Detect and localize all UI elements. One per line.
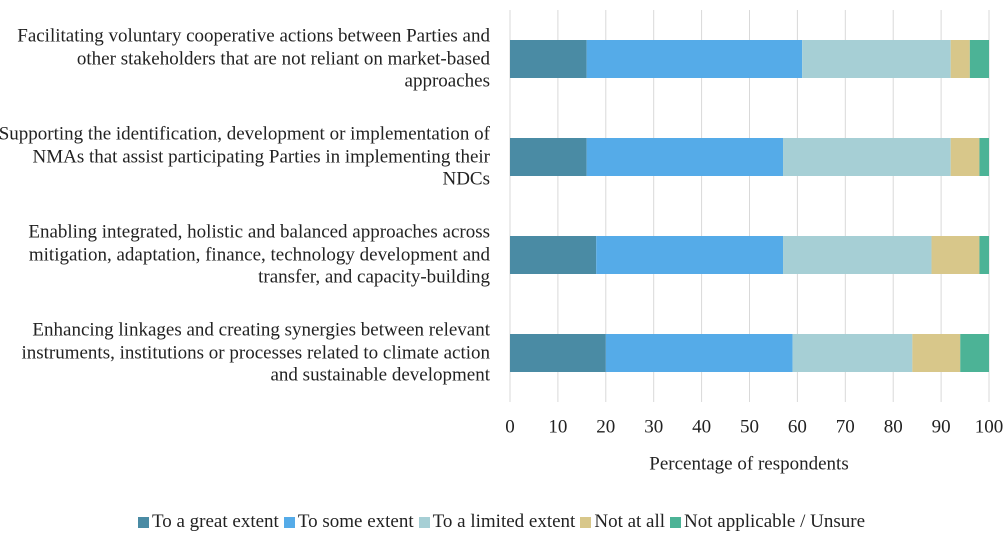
bar-segment bbox=[950, 138, 980, 176]
legend-swatch bbox=[283, 516, 295, 528]
bar-segment bbox=[979, 138, 989, 176]
x-tick-label: 50 bbox=[740, 416, 759, 437]
legend-item: To a limited extent bbox=[418, 511, 576, 533]
bar-segment bbox=[510, 236, 597, 274]
bar-segment bbox=[931, 236, 980, 274]
bar-segment bbox=[510, 334, 606, 372]
bar-segment bbox=[783, 138, 951, 176]
x-tick-label: 100 bbox=[975, 416, 1004, 437]
bar-segment bbox=[510, 40, 587, 78]
legend-item: To some extent bbox=[283, 511, 414, 533]
bar-segment bbox=[783, 236, 932, 274]
legend-swatch bbox=[580, 516, 592, 528]
bar-segment bbox=[969, 40, 989, 78]
x-tick-label: 70 bbox=[836, 416, 855, 437]
category-label: Supporting the identification, developme… bbox=[0, 123, 490, 190]
bar-segment bbox=[586, 40, 803, 78]
bar-segment bbox=[960, 334, 989, 372]
legend-swatch bbox=[137, 516, 149, 528]
x-tick-label: 90 bbox=[932, 416, 951, 437]
legend-label: To some extent bbox=[297, 511, 414, 532]
legend-item: To a great extent bbox=[137, 511, 279, 533]
legend-label: To a limited extent bbox=[432, 511, 576, 532]
x-axis-title: Percentage of respondents bbox=[649, 453, 848, 474]
x-tick-label: 60 bbox=[788, 416, 807, 437]
x-tick-label: 20 bbox=[596, 416, 615, 437]
x-tick-label: 30 bbox=[644, 416, 663, 437]
legend-item: Not applicable / Unsure bbox=[670, 511, 865, 533]
category-label: Enabling integrated, holistic and balanc… bbox=[28, 221, 490, 288]
bar-segment bbox=[912, 334, 961, 372]
bar-segment bbox=[596, 236, 784, 274]
x-tick-label: 0 bbox=[505, 416, 515, 437]
legend-label: Not applicable / Unsure bbox=[684, 511, 866, 532]
bar-segment bbox=[586, 138, 784, 176]
legend-swatch bbox=[418, 516, 430, 528]
legend-swatch bbox=[670, 516, 682, 528]
bar-segment bbox=[802, 40, 951, 78]
x-tick-label: 10 bbox=[548, 416, 567, 437]
legend-label: Not at all bbox=[594, 511, 666, 532]
legend-label: To a great extent bbox=[151, 511, 279, 532]
bar-segment bbox=[510, 138, 587, 176]
bar-segment bbox=[979, 236, 989, 274]
category-label: Facilitating voluntary cooperative actio… bbox=[17, 25, 490, 92]
x-tick-label: 80 bbox=[884, 416, 903, 437]
bar-segment bbox=[950, 40, 970, 78]
legend: To a great extent To some extent To a limi… bbox=[0, 511, 1008, 533]
bar-segment bbox=[792, 334, 913, 372]
legend-item: Not at all bbox=[580, 511, 665, 533]
x-tick-label: 40 bbox=[692, 416, 711, 437]
category-label: Enhancing linkages and creating synergie… bbox=[21, 319, 490, 386]
bar-segment bbox=[605, 334, 793, 372]
